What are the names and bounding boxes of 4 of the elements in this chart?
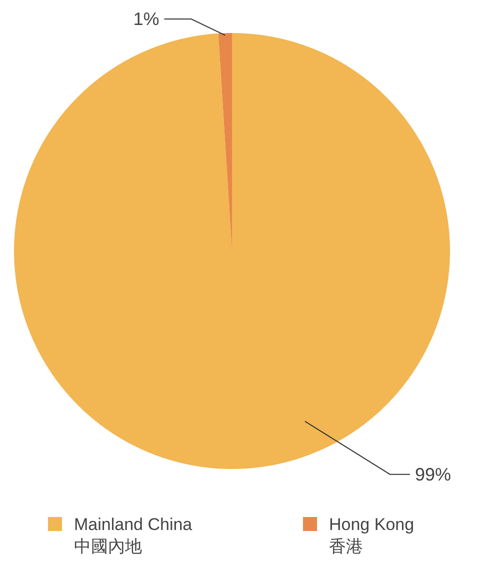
legend-label: Hong Kong 香港 xyxy=(329,515,414,556)
legend-label: Mainland China 中國內地 xyxy=(74,515,193,556)
data-label: 1% xyxy=(133,9,160,29)
data-label: 99% xyxy=(414,464,451,484)
